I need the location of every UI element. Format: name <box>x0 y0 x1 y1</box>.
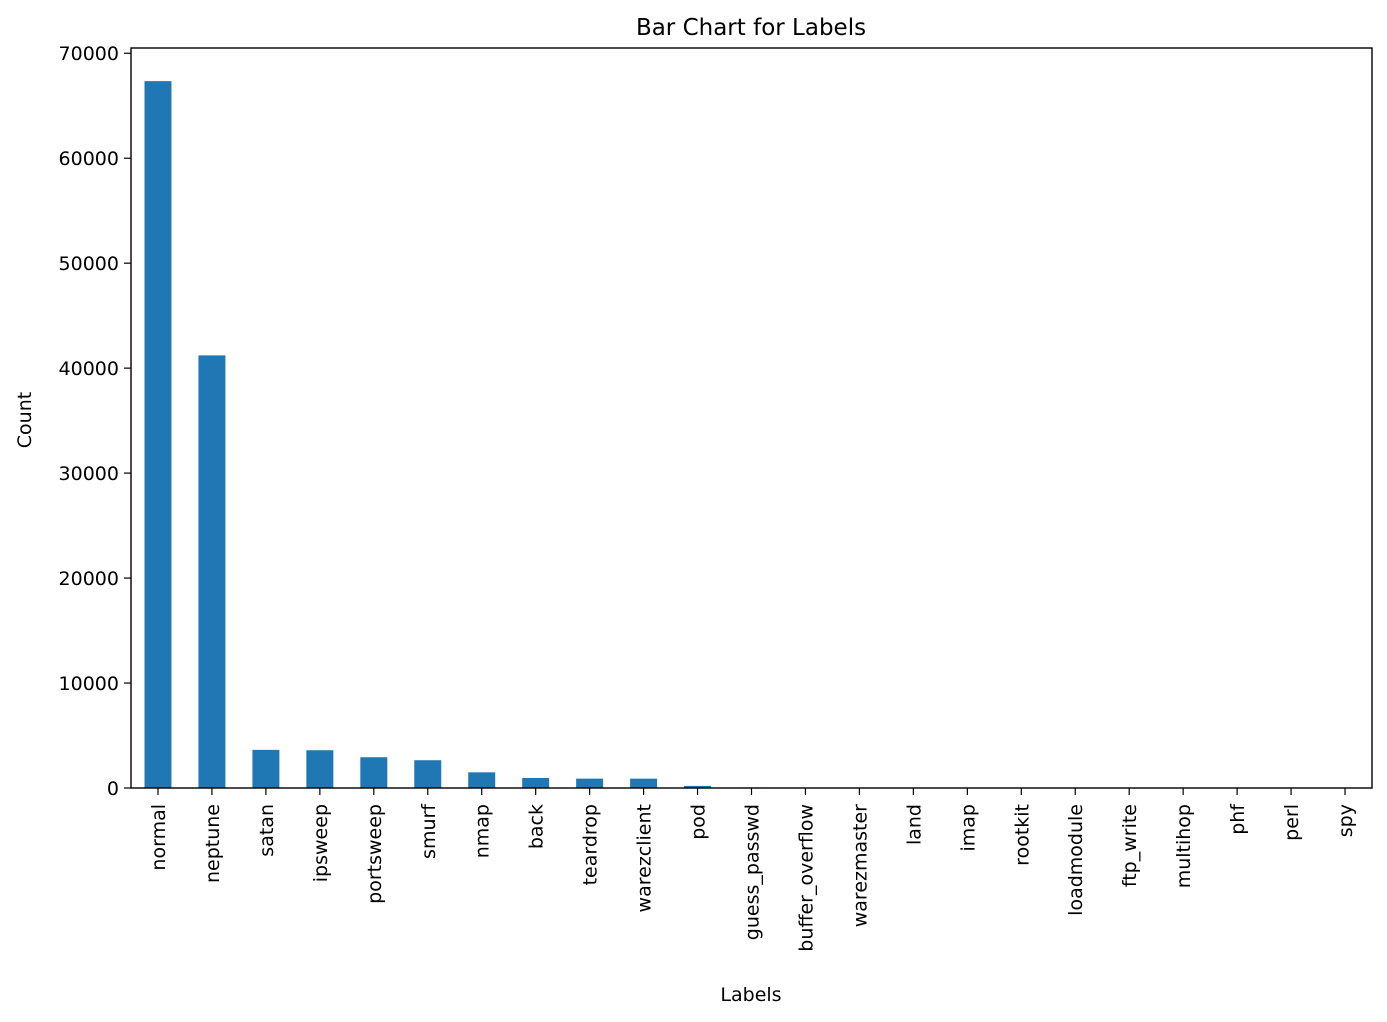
x-tick-label: pod <box>688 804 710 840</box>
x-tick-label: phf <box>1227 803 1249 835</box>
x-tick-label: multihop <box>1173 804 1195 888</box>
bar-warezclient <box>630 778 658 788</box>
x-axis-label: Labels <box>720 984 781 1006</box>
x-tick-label: ftp_write <box>1119 804 1141 887</box>
x-tick-label: perl <box>1281 804 1303 841</box>
bar-satan <box>252 749 280 788</box>
y-tick-label: 40000 <box>59 358 119 380</box>
y-tick-label: 60000 <box>59 148 119 170</box>
x-axis: normal neptune satan ipsweep portsweep smurf n… <box>148 788 1357 952</box>
y-tick-label: 20000 <box>59 568 119 590</box>
bar-nmap <box>468 772 496 788</box>
x-tick-label: buffer_overflow <box>795 804 817 952</box>
x-tick-label: back <box>526 804 548 849</box>
bar-normal <box>144 81 172 788</box>
bar-pod <box>684 785 712 788</box>
y-axis: 0 10000 20000 30000 40000 50000 60000 70000 <box>59 43 131 800</box>
x-tick-label: rootkit <box>1011 804 1033 866</box>
y-axis-label: Count <box>14 392 36 448</box>
y-tick-label: 0 <box>107 778 119 800</box>
y-tick-label: 50000 <box>59 253 119 275</box>
x-tick-label: guess_passwd <box>742 804 764 940</box>
bar-teardrop <box>576 778 604 788</box>
x-tick-label: warezmaster <box>849 804 871 927</box>
bar-smurf <box>414 760 442 788</box>
x-tick-label: ipsweep <box>310 804 332 882</box>
x-tick-label: normal <box>148 804 170 871</box>
bar-back <box>522 777 550 788</box>
y-tick-label: 10000 <box>59 673 119 695</box>
x-tick-label: neptune <box>202 804 224 883</box>
bar-portsweep <box>360 757 388 788</box>
x-tick-label: nmap <box>472 804 494 858</box>
plot-frame <box>130 47 1373 789</box>
x-tick-label: warezclient <box>634 804 656 912</box>
y-tick-label: 70000 <box>59 43 119 65</box>
y-tick-label: 30000 <box>59 463 119 485</box>
bars-group <box>144 81 1359 788</box>
x-tick-label: imap <box>957 804 979 852</box>
x-tick-label: satan <box>256 804 278 857</box>
x-tick-label: smurf <box>418 803 440 859</box>
bar-neptune <box>198 355 226 788</box>
x-tick-label: land <box>903 804 925 845</box>
x-tick-label: portsweep <box>364 804 386 904</box>
x-tick-label: loadmodule <box>1065 804 1087 916</box>
x-tick-label: spy <box>1335 804 1357 837</box>
bar-ipsweep <box>306 750 334 788</box>
chart-title: Bar Chart for Labels <box>636 15 866 41</box>
x-tick-label: teardrop <box>580 804 602 885</box>
